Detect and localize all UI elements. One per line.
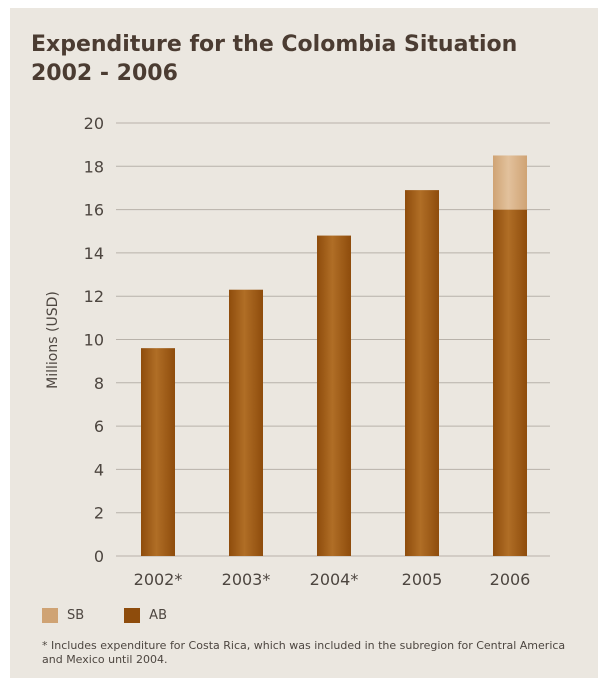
y-tick-label-2: 2 xyxy=(94,504,104,523)
y-tick-label-12: 12 xyxy=(84,287,104,306)
bar-ab-2004 xyxy=(317,235,351,556)
x-tick-label-2005: 2005 xyxy=(402,570,443,589)
x-tick-label-2004: 2004* xyxy=(310,570,359,589)
legend-swatch-sb xyxy=(42,608,58,623)
y-tick-label-14: 14 xyxy=(84,244,104,263)
legend-label-ab: AB xyxy=(149,608,167,623)
legend-label-sb: SB xyxy=(67,608,85,623)
y-tick-label-6: 6 xyxy=(94,417,104,436)
y-axis-tick-labels: 0 2 4 6 8 10 12 14 16 18 20 xyxy=(84,114,104,566)
y-tick-label-18: 18 xyxy=(84,157,104,176)
bar-ab-2003 xyxy=(229,289,263,556)
y-axis-label: Millions (USD) xyxy=(45,291,61,389)
x-axis-tick-labels: 2002* 2003* 2004* 2005 2006 xyxy=(134,570,531,589)
chart-title-line-2: 2002 - 2006 xyxy=(31,61,178,86)
chart-title-line-1: Expenditure for the Colombia Situation xyxy=(31,32,518,57)
legend-item-sb: SB xyxy=(42,608,84,623)
legend-item-ab: AB xyxy=(124,608,167,623)
bar-ab-2006 xyxy=(493,209,527,556)
x-tick-label-2006: 2006 xyxy=(490,570,531,589)
y-tick-label-8: 8 xyxy=(94,374,104,393)
bars xyxy=(141,155,527,557)
chart-title: Expenditure for the Colombia Situation 2… xyxy=(31,30,517,88)
bar-ab-2002 xyxy=(141,348,175,556)
y-tick-label-0: 0 xyxy=(94,547,104,566)
legend: SB AB xyxy=(42,608,207,623)
footnote: * Includes expenditure for Costa Rica, w… xyxy=(42,639,566,666)
x-tick-label-2003: 2003* xyxy=(222,570,271,589)
bar-sb-2006 xyxy=(493,155,527,210)
x-tick-label-2002: 2002* xyxy=(134,570,183,589)
y-tick-label-20: 20 xyxy=(84,114,104,133)
legend-swatch-ab xyxy=(124,608,141,623)
bar-ab-2005 xyxy=(405,190,439,557)
y-tick-label-16: 16 xyxy=(84,201,104,220)
y-tick-label-4: 4 xyxy=(94,460,104,479)
y-tick-label-10: 10 xyxy=(84,331,104,350)
